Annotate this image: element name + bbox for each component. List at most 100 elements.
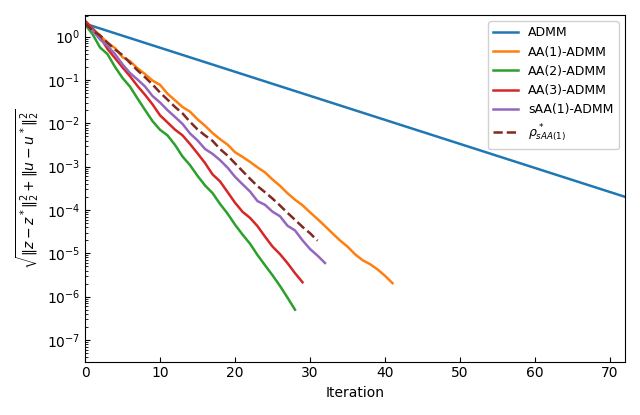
- AA(1)-ADMM: [351, 252, 359, 257]
- AA(2)-ADMM: [201, 183, 209, 188]
- AA(3)-ADMM: [164, 120, 172, 125]
- AA(2)-ADMM: [96, 45, 104, 50]
- $\rho^*_{sAA(1)}$: [141, 75, 149, 80]
- AA(2)-ADMM: [291, 307, 299, 312]
- sAA(1)-ADMM: [89, 28, 97, 33]
- AA(2)-ADMM: [134, 96, 141, 101]
- AA(3)-ADMM: [223, 190, 231, 195]
- sAA(1)-ADMM: [291, 228, 299, 233]
- ADMM: [81, 21, 89, 26]
- ADMM: [531, 166, 539, 171]
- AA(3)-ADMM: [269, 244, 276, 249]
- Legend: ADMM, AA(1)-ADMM, AA(2)-ADMM, AA(3)-ADMM, sAA(1)-ADMM, $\rho^*_{sAA(1)}$: ADMM, AA(1)-ADMM, AA(2)-ADMM, AA(3)-ADMM…: [488, 21, 619, 149]
- AA(2)-ADMM: [216, 201, 224, 206]
- AA(2)-ADMM: [186, 163, 194, 168]
- sAA(1)-ADMM: [261, 203, 269, 208]
- $\rho^*_{sAA(1)}$: [104, 40, 111, 45]
- AA(3)-ADMM: [111, 56, 119, 61]
- $\rho^*_{sAA(1)}$: [186, 120, 194, 124]
- AA(3)-ADMM: [126, 74, 134, 79]
- AA(2)-ADMM: [141, 107, 149, 112]
- sAA(1)-ADMM: [276, 214, 284, 219]
- AA(3)-ADMM: [89, 26, 97, 31]
- AA(2)-ADMM: [239, 232, 246, 237]
- AA(1)-ADMM: [201, 123, 209, 128]
- AA(1)-ADMM: [306, 210, 314, 215]
- AA(1)-ADMM: [246, 159, 254, 164]
- AA(1)-ADMM: [374, 267, 381, 272]
- AA(2)-ADMM: [118, 76, 126, 81]
- ADMM: [546, 170, 554, 175]
- $\rho^*_{sAA(1)}$: [179, 111, 186, 116]
- AA(3)-ADMM: [118, 65, 126, 70]
- Line: AA(1)-ADMM: AA(1)-ADMM: [85, 22, 392, 283]
- AA(3)-ADMM: [134, 83, 141, 88]
- AA(3)-ADMM: [299, 280, 307, 285]
- $\rho^*_{sAA(1)}$: [164, 97, 172, 102]
- sAA(1)-ADMM: [253, 199, 261, 204]
- Line: sAA(1)-ADMM: sAA(1)-ADMM: [85, 24, 325, 263]
- sAA(1)-ADMM: [164, 107, 172, 112]
- AA(2)-ADMM: [104, 52, 111, 57]
- $\rho^*_{sAA(1)}$: [314, 238, 321, 243]
- AA(1)-ADMM: [164, 91, 172, 96]
- AA(1)-ADMM: [358, 258, 366, 263]
- $\rho^*_{sAA(1)}$: [246, 176, 254, 181]
- AA(2)-ADMM: [89, 32, 97, 37]
- AA(2)-ADMM: [246, 241, 254, 246]
- sAA(1)-ADMM: [269, 209, 276, 214]
- sAA(1)-ADMM: [299, 238, 307, 243]
- AA(1)-ADMM: [261, 170, 269, 175]
- $\rho^*_{sAA(1)}$: [118, 53, 126, 58]
- AA(3)-ADMM: [291, 271, 299, 276]
- AA(3)-ADMM: [201, 161, 209, 166]
- AA(2)-ADMM: [284, 295, 291, 300]
- sAA(1)-ADMM: [314, 253, 321, 258]
- AA(1)-ADMM: [314, 217, 321, 222]
- AA(1)-ADMM: [269, 177, 276, 182]
- sAA(1)-ADMM: [179, 122, 186, 127]
- AA(2)-ADMM: [194, 173, 202, 178]
- AA(1)-ADMM: [104, 41, 111, 46]
- AA(2)-ADMM: [156, 127, 164, 132]
- AA(1)-ADMM: [344, 244, 351, 249]
- $\rho^*_{sAA(1)}$: [306, 231, 314, 236]
- AA(1)-ADMM: [388, 281, 396, 286]
- $\rho^*_{sAA(1)}$: [269, 196, 276, 201]
- AA(1)-ADMM: [81, 19, 89, 24]
- $\rho^*_{sAA(1)}$: [276, 203, 284, 208]
- $\rho^*_{sAA(1)}$: [261, 190, 269, 195]
- $\rho^*_{sAA(1)}$: [156, 90, 164, 95]
- AA(3)-ADMM: [179, 133, 186, 138]
- Y-axis label: $\sqrt{\|z - z^*\|_2^2 + \|u - u^*\|_2^2}$: $\sqrt{\|z - z^*\|_2^2 + \|u - u^*\|_2^2…: [15, 108, 41, 269]
- sAA(1)-ADMM: [148, 93, 156, 98]
- AA(1)-ADMM: [148, 78, 156, 83]
- $\rho^*_{sAA(1)}$: [253, 183, 261, 188]
- AA(1)-ADMM: [141, 71, 149, 76]
- AA(1)-ADMM: [284, 191, 291, 196]
- $\rho^*_{sAA(1)}$: [81, 21, 89, 26]
- sAA(1)-ADMM: [321, 261, 329, 266]
- AA(2)-ADMM: [164, 133, 172, 138]
- AA(2)-ADMM: [231, 222, 239, 227]
- Line: AA(3)-ADMM: AA(3)-ADMM: [85, 21, 303, 282]
- X-axis label: Iteration: Iteration: [326, 386, 385, 400]
- AA(1)-ADMM: [276, 183, 284, 188]
- sAA(1)-ADMM: [134, 77, 141, 82]
- sAA(1)-ADMM: [201, 146, 209, 151]
- sAA(1)-ADMM: [104, 43, 111, 48]
- AA(2)-ADMM: [261, 263, 269, 268]
- $\rho^*_{sAA(1)}$: [96, 33, 104, 38]
- sAA(1)-ADMM: [81, 21, 89, 26]
- AA(3)-ADMM: [104, 46, 111, 51]
- AA(2)-ADMM: [111, 64, 119, 69]
- $\rho^*_{sAA(1)}$: [89, 28, 97, 33]
- AA(3)-ADMM: [261, 234, 269, 239]
- AA(1)-ADMM: [299, 203, 307, 208]
- AA(3)-ADMM: [148, 102, 156, 107]
- AA(2)-ADMM: [253, 253, 261, 258]
- sAA(1)-ADMM: [216, 158, 224, 163]
- AA(1)-ADMM: [186, 109, 194, 114]
- AA(3)-ADMM: [284, 261, 291, 266]
- AA(3)-ADMM: [171, 127, 179, 132]
